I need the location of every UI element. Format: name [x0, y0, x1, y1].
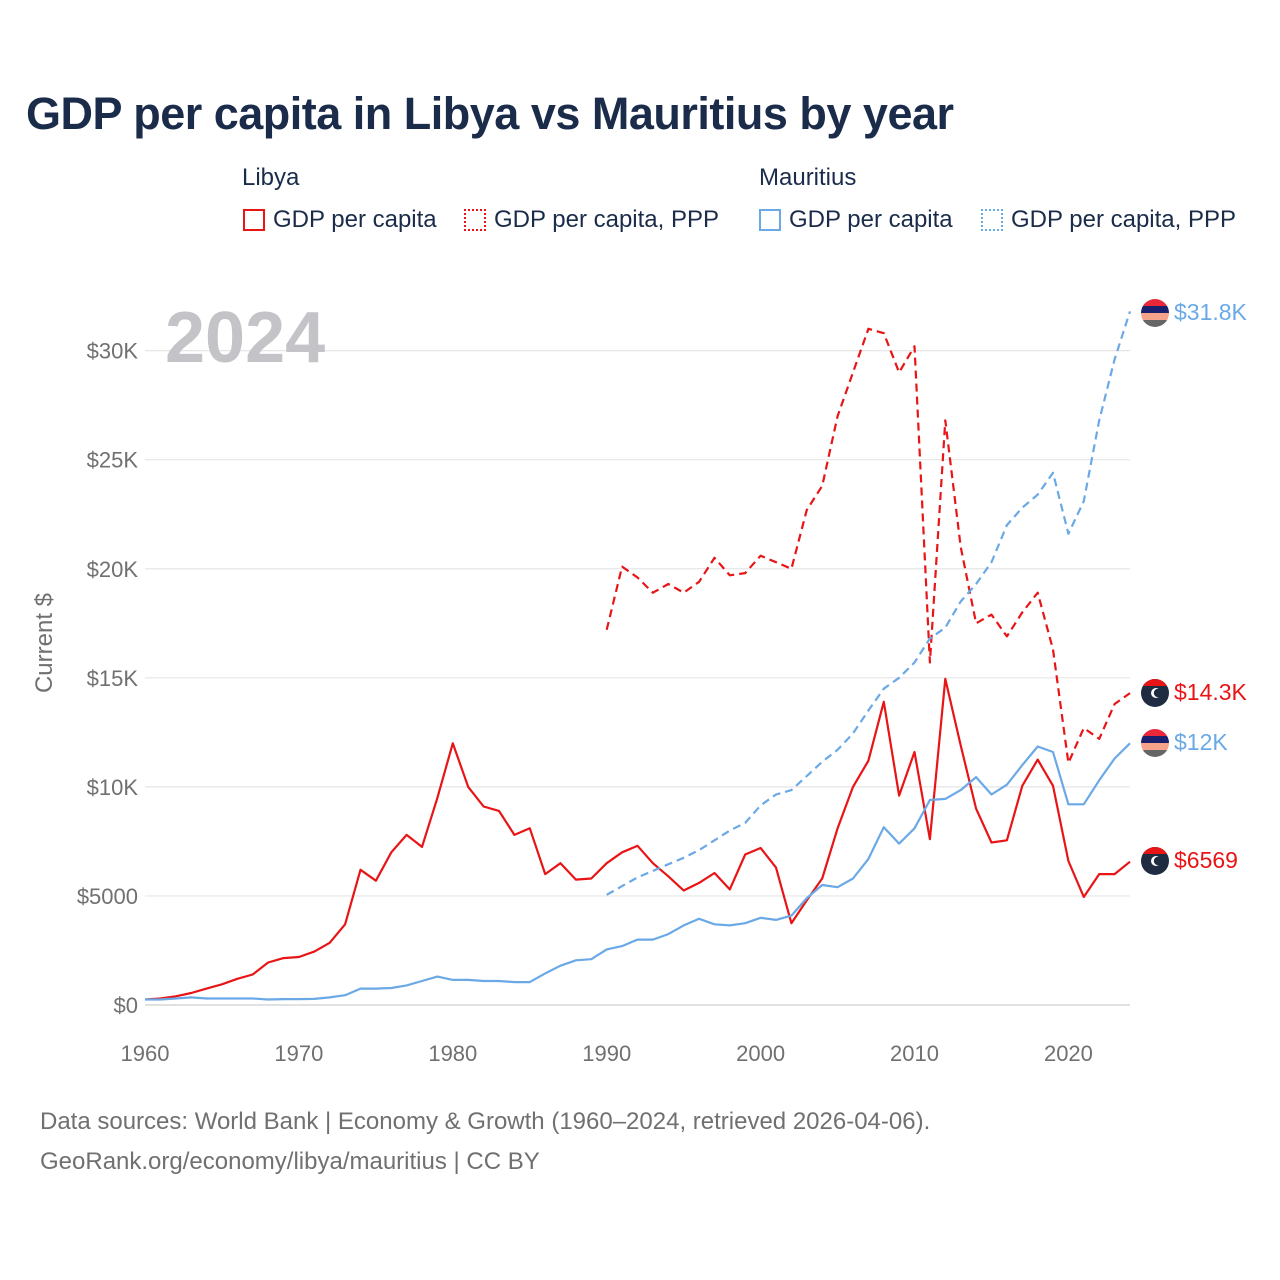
libya-flag-icon	[1141, 679, 1169, 707]
x-tick-label: 2000	[736, 1041, 785, 1066]
legend-label-mauritius-gdp: GDP per capita	[789, 206, 953, 233]
source-line-1: Data sources: World Bank | Economy & Gro…	[40, 1108, 931, 1135]
legend-libya-gdp[interactable]: GDP per capita	[243, 205, 437, 235]
legend-libya-ppp[interactable]: GDP per capita, PPP	[464, 205, 719, 235]
legend-mauritius-gdp[interactable]: GDP per capita	[759, 205, 953, 235]
y-tick-label: $5000	[77, 884, 138, 909]
chart-title: GDP per capita in Libya vs Mauritius by …	[26, 88, 954, 139]
x-tick-label: 1990	[582, 1041, 631, 1066]
x-tick-label: 1970	[274, 1041, 323, 1066]
series-line-libya_ppp	[605, 327, 1131, 765]
series-line-libya_gdp	[144, 677, 1131, 1001]
x-tick-label: 1980	[428, 1041, 477, 1066]
legend-mauritius-ppp[interactable]: GDP per capita, PPP	[981, 205, 1236, 235]
mauritius-flag-icon	[1141, 299, 1169, 327]
end-label-libya-ppp: $14.3K	[1174, 679, 1248, 705]
x-tick-label: 2010	[890, 1041, 939, 1066]
end-label-mauritius-gdp: $12K	[1174, 729, 1228, 755]
y-tick-label: $30K	[87, 339, 139, 364]
y-tick-label: $10K	[87, 775, 139, 800]
x-tick-label: 2020	[1044, 1041, 1093, 1066]
legend-swatch-libya-gdp	[243, 209, 265, 231]
y-tick-label: $0	[114, 993, 138, 1018]
series-lines	[144, 311, 1132, 1001]
mauritius-flag-icon	[1141, 729, 1169, 757]
y-axis-ticks: $0 $5000 $10K $15K $20K $25K $30K	[77, 339, 139, 1018]
series-line-mauritius_ppp	[606, 311, 1132, 896]
legend-label-libya-ppp: GDP per capita, PPP	[494, 206, 719, 233]
x-axis-ticks: 1960 1970 1980 1990 2000 2010 2020	[121, 1041, 1093, 1066]
legend-swatch-mauritius-ppp	[981, 209, 1003, 231]
year-watermark: 2024	[165, 298, 325, 378]
legend-swatch-mauritius-gdp	[759, 209, 781, 231]
series-line-mauritius_gdp	[145, 742, 1131, 1001]
libya-flag-icon	[1141, 847, 1169, 875]
legend-label-mauritius-ppp: GDP per capita, PPP	[1011, 206, 1236, 233]
end-label-mauritius-ppp: $31.8K	[1174, 299, 1248, 325]
grid-lines	[145, 350, 1130, 1006]
y-axis-title: Current $	[31, 593, 58, 693]
y-tick-label: $25K	[87, 448, 139, 473]
y-tick-label: $15K	[87, 666, 139, 691]
x-tick-label: 1960	[121, 1041, 170, 1066]
legend-country-mauritius: Mauritius	[759, 164, 857, 191]
source-line-2[interactable]: GeoRank.org/economy/libya/mauritius | CC…	[40, 1148, 540, 1175]
end-label-libya-gdp: $6569	[1174, 847, 1238, 873]
y-tick-label: $20K	[87, 557, 139, 582]
legend-swatch-libya-ppp	[464, 209, 486, 231]
legend-country-libya: Libya	[242, 164, 300, 191]
legend-label-libya-gdp: GDP per capita	[273, 206, 437, 233]
